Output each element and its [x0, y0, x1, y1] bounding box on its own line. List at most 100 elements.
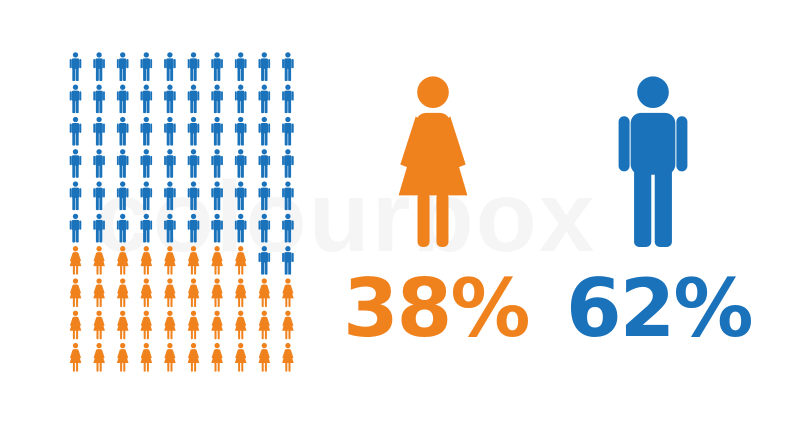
woman-icon	[234, 342, 247, 372]
man-icon	[234, 116, 247, 146]
woman-icon	[140, 246, 153, 275]
man-icon	[258, 213, 271, 243]
woman-icon	[140, 342, 153, 372]
man-icon	[164, 181, 176, 211]
woman-icon	[164, 278, 176, 308]
man-icon	[258, 149, 271, 178]
woman-icon	[116, 278, 129, 308]
woman-icon	[187, 246, 200, 275]
man-icon	[140, 149, 153, 178]
woman-icon	[211, 342, 223, 372]
woman-icon	[234, 246, 247, 275]
man-icon	[282, 116, 294, 146]
man-icon	[93, 181, 105, 211]
man-icon	[258, 181, 271, 211]
woman-icon	[116, 342, 129, 372]
woman-icon	[211, 246, 223, 275]
woman-icon	[164, 342, 176, 372]
woman-icon	[187, 342, 200, 372]
woman-icon	[211, 278, 223, 308]
man-icon	[234, 52, 247, 81]
man-icon	[234, 181, 247, 211]
woman-icon	[187, 278, 200, 308]
man-icon	[211, 116, 223, 146]
man-icon	[116, 213, 129, 243]
man-icon	[164, 116, 176, 146]
woman-icon	[69, 278, 82, 308]
woman-icon	[234, 278, 247, 308]
man-icon	[164, 213, 176, 243]
man-icon	[187, 84, 200, 114]
man-icon	[282, 246, 294, 275]
man-icon	[69, 116, 82, 146]
man-icon	[93, 52, 105, 81]
woman-icon	[116, 246, 129, 275]
male-percent-label: 62%	[566, 262, 753, 355]
man-icon	[614, 75, 692, 247]
woman-icon	[258, 310, 271, 340]
man-icon	[93, 149, 105, 178]
woman-icon	[187, 310, 200, 340]
man-icon	[116, 149, 129, 178]
woman-icon	[69, 310, 82, 340]
man-icon	[69, 52, 82, 81]
man-icon	[282, 52, 294, 81]
man-icon	[93, 213, 105, 243]
woman-icon	[282, 342, 294, 372]
man-icon	[282, 181, 294, 211]
man-icon	[234, 213, 247, 243]
man-icon	[211, 84, 223, 114]
man-icon	[93, 84, 105, 114]
woman-icon	[69, 246, 82, 275]
woman-icon	[93, 342, 105, 372]
woman-icon	[282, 278, 294, 308]
woman-icon	[258, 342, 271, 372]
man-icon	[187, 149, 200, 178]
woman-icon	[258, 278, 271, 308]
man-icon	[140, 213, 153, 243]
man-icon	[164, 84, 176, 114]
man-icon	[164, 52, 176, 81]
woman-icon	[234, 310, 247, 340]
female-percent-label: 38%	[343, 262, 530, 355]
man-icon	[282, 149, 294, 178]
woman-icon	[140, 278, 153, 308]
man-icon	[116, 116, 129, 146]
woman-icon	[93, 246, 105, 275]
woman-icon	[393, 75, 473, 247]
man-icon	[187, 213, 200, 243]
man-icon	[187, 181, 200, 211]
man-icon	[234, 84, 247, 114]
woman-icon	[69, 342, 82, 372]
woman-icon	[164, 246, 176, 275]
woman-icon	[93, 310, 105, 340]
man-icon	[187, 116, 200, 146]
man-icon	[69, 181, 82, 211]
man-icon	[187, 52, 200, 81]
woman-icon	[116, 310, 129, 340]
man-icon	[140, 116, 153, 146]
man-icon	[140, 84, 153, 114]
woman-icon	[93, 278, 105, 308]
man-icon	[116, 181, 129, 211]
woman-icon	[140, 310, 153, 340]
man-icon	[69, 213, 82, 243]
woman-icon	[282, 310, 294, 340]
man-icon	[140, 52, 153, 81]
man-icon	[211, 149, 223, 178]
man-icon	[234, 149, 247, 178]
man-icon	[211, 213, 223, 243]
man-icon	[282, 213, 294, 243]
man-icon	[282, 84, 294, 114]
man-icon	[258, 116, 271, 146]
man-icon	[211, 52, 223, 81]
woman-icon	[164, 310, 176, 340]
woman-icon	[211, 310, 223, 340]
man-icon	[164, 149, 176, 178]
man-icon	[116, 52, 129, 81]
man-icon	[69, 84, 82, 114]
man-icon	[258, 52, 271, 81]
man-icon	[258, 84, 271, 114]
man-icon	[93, 116, 105, 146]
man-icon	[116, 84, 129, 114]
